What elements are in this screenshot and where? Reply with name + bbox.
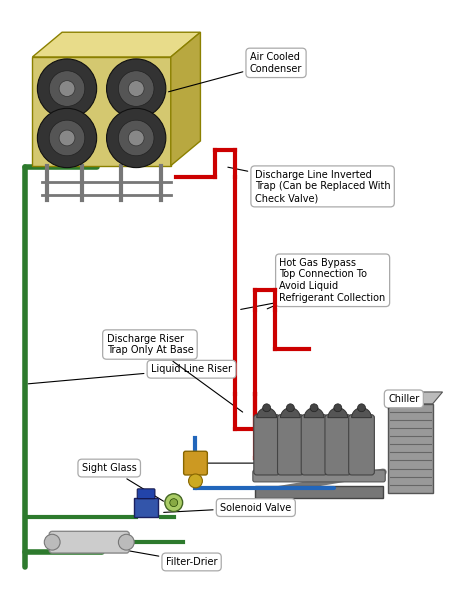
Wedge shape <box>281 408 300 418</box>
Circle shape <box>334 404 342 412</box>
Text: Discharge Line: Discharge Line <box>241 290 352 309</box>
Wedge shape <box>352 408 372 418</box>
FancyBboxPatch shape <box>349 415 374 475</box>
Circle shape <box>49 71 85 107</box>
Wedge shape <box>328 408 348 418</box>
Text: Hot Gas Bypass
Top Connection To
Avoid Liquid
Refrigerant Collection: Hot Gas Bypass Top Connection To Avoid L… <box>267 258 386 309</box>
Text: TX Valve: TX Valve <box>208 458 351 468</box>
FancyBboxPatch shape <box>301 415 327 475</box>
FancyBboxPatch shape <box>325 415 351 475</box>
Text: Chiller: Chiller <box>388 394 419 409</box>
FancyBboxPatch shape <box>253 470 385 482</box>
FancyBboxPatch shape <box>277 415 303 475</box>
Circle shape <box>286 404 294 412</box>
Circle shape <box>118 120 154 156</box>
Polygon shape <box>171 32 201 166</box>
Wedge shape <box>304 408 324 418</box>
Polygon shape <box>32 57 171 166</box>
Text: Discharge Line Inverted
Trap (Can be Replaced With
Check Valve): Discharge Line Inverted Trap (Can be Rep… <box>228 167 391 203</box>
Circle shape <box>170 499 178 507</box>
FancyBboxPatch shape <box>254 415 280 475</box>
Text: Discharge Riser
Trap Only At Base: Discharge Riser Trap Only At Base <box>107 334 243 412</box>
Circle shape <box>118 534 134 550</box>
FancyBboxPatch shape <box>388 404 433 493</box>
Circle shape <box>107 59 166 118</box>
FancyBboxPatch shape <box>255 486 383 498</box>
Circle shape <box>49 120 85 156</box>
Circle shape <box>118 71 154 107</box>
FancyBboxPatch shape <box>49 531 129 553</box>
Circle shape <box>310 404 318 412</box>
Circle shape <box>59 130 75 146</box>
Circle shape <box>107 108 166 167</box>
Circle shape <box>128 80 144 96</box>
Circle shape <box>357 404 365 412</box>
Text: Solenoid Valve: Solenoid Valve <box>164 502 292 513</box>
Circle shape <box>128 130 144 146</box>
Circle shape <box>37 59 97 118</box>
Text: Filter-Drier: Filter-Drier <box>100 546 218 567</box>
Circle shape <box>189 474 202 488</box>
FancyBboxPatch shape <box>183 451 207 475</box>
Circle shape <box>44 534 60 550</box>
Text: Air Cooled
Condenser: Air Cooled Condenser <box>169 52 302 92</box>
Circle shape <box>165 494 182 512</box>
FancyBboxPatch shape <box>137 489 155 499</box>
Circle shape <box>37 108 97 167</box>
Circle shape <box>263 404 271 412</box>
Polygon shape <box>388 392 443 404</box>
Wedge shape <box>257 408 276 418</box>
FancyBboxPatch shape <box>134 498 158 518</box>
Text: Liquid Line Riser: Liquid Line Riser <box>28 364 232 384</box>
Polygon shape <box>32 32 201 57</box>
Circle shape <box>59 80 75 96</box>
Text: Sight Glass: Sight Glass <box>82 463 164 501</box>
